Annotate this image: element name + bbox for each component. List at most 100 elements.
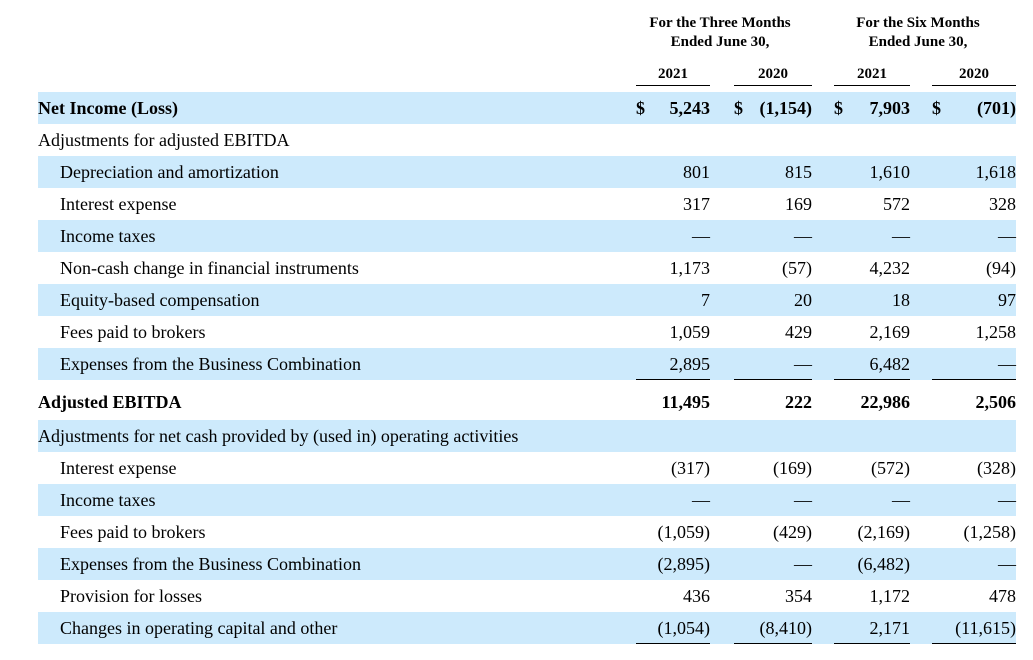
table-row: Adjustments for net cash provided by (us…: [0, 420, 1033, 452]
value-cell: 317: [636, 188, 710, 220]
cell-value: 815: [785, 161, 812, 182]
dollar-sign: $: [636, 97, 645, 118]
value-cell: —: [636, 484, 710, 516]
value-cell: 328: [932, 188, 1016, 220]
total-underline: [636, 379, 710, 380]
cell-value: 1,173: [669, 257, 711, 278]
cell-value: 2,895: [669, 353, 711, 374]
dollar-sign: $: [834, 97, 843, 118]
value-cell: 6,482: [834, 348, 910, 380]
cell-value: 20: [794, 289, 812, 310]
value-cell: —: [734, 484, 812, 516]
cell-value: —: [692, 489, 710, 510]
cell-value: 4,232: [869, 257, 911, 278]
value-cell: 436: [636, 580, 710, 612]
cell-value: —: [892, 225, 910, 246]
row-label: Income taxes: [60, 489, 156, 510]
row-label: Depreciation and amortization: [60, 161, 279, 182]
table-row: Income taxes — — — —: [0, 484, 1033, 516]
row-label: Net Income (Loss): [38, 97, 178, 118]
value-cell: 1,610: [834, 156, 911, 188]
header-year-label: 2021: [658, 66, 688, 82]
header-year: 2020: [932, 64, 1016, 86]
table-row: Adjustments for adjusted EBITDA: [0, 124, 1033, 156]
table-row: Changes in operating capital and other (1…: [0, 612, 1033, 644]
cell-value: 1,258: [975, 321, 1017, 342]
row-label: Expenses from the Business Combination: [60, 353, 361, 374]
header-year-label: 2020: [959, 66, 989, 82]
value-cell: (572): [834, 452, 910, 484]
value-cell: 572: [834, 188, 910, 220]
value-cell: 815: [734, 156, 812, 188]
cell-value: 2,169: [869, 321, 911, 342]
cell-value: 1,059: [669, 321, 711, 342]
row-label: Interest expense: [60, 457, 177, 478]
value-cell: [734, 124, 812, 156]
value-cell: $ (1,154): [734, 92, 812, 124]
value-cell: [636, 420, 710, 452]
cell-value: 2,506: [975, 391, 1017, 412]
cell-value: —: [998, 489, 1016, 510]
cell-value: 572: [883, 193, 910, 214]
value-cell: —: [834, 220, 910, 252]
cell-value: (1,154): [759, 97, 813, 118]
value-cell: 222: [734, 386, 812, 418]
total-underline: [834, 643, 910, 644]
header-year: 2020: [734, 64, 812, 86]
table-row: Adjusted EBITDA 11,495 222 22,986 2,506: [0, 386, 1033, 418]
header-group-line1: For the Six Months: [856, 15, 980, 31]
value-cell: —: [734, 220, 812, 252]
total-underline: [932, 643, 1016, 644]
value-cell: (1,059): [636, 516, 711, 548]
cell-value: 22,986: [860, 391, 911, 412]
value-cell: 2,895: [636, 348, 710, 380]
total-underline: [932, 379, 1016, 380]
value-cell: —: [834, 484, 910, 516]
total-underline: [734, 643, 812, 644]
cell-value: 97: [998, 289, 1016, 310]
table-row: Net Income (Loss) $5,243 $ (1,154) $7,903 $ (7…: [0, 92, 1033, 124]
value-cell: (169): [734, 452, 812, 484]
cell-value: 7,903: [869, 97, 911, 118]
value-cell: 11,495: [636, 386, 710, 418]
cell-value: (2,169): [857, 521, 911, 542]
cell-value: 801: [683, 161, 710, 182]
table-row: Equity-based compensation 7 20 18 97: [0, 284, 1033, 316]
value-cell: 2,506: [932, 386, 1017, 418]
value-cell: —: [932, 348, 1016, 380]
row-label: Equity-based compensation: [60, 289, 260, 310]
value-cell: $5,243: [636, 92, 710, 124]
table-row: Interest expense 317 169 572 328: [0, 188, 1033, 220]
value-cell: 2,169: [834, 316, 911, 348]
value-cell: 20: [734, 284, 812, 316]
cell-value: (11,615): [955, 617, 1016, 638]
cell-value: —: [794, 353, 812, 374]
value-cell: 7: [636, 284, 710, 316]
cell-value: 11,495: [661, 391, 710, 412]
cell-value: 1,610: [869, 161, 911, 182]
cell-value: —: [998, 225, 1016, 246]
cell-value: —: [692, 225, 710, 246]
table-row: Fees paid to brokers (1,059) (429) (2,169) (…: [0, 516, 1033, 548]
value-cell: (57): [734, 252, 812, 284]
cell-value: —: [794, 553, 812, 574]
cell-value: (94): [986, 257, 1016, 278]
cell-value: (169): [773, 457, 812, 478]
cell-value: (701): [977, 97, 1016, 118]
cell-value: 429: [785, 321, 812, 342]
cell-value: 1,172: [869, 585, 911, 606]
value-cell: 1,618: [932, 156, 1017, 188]
cell-value: 328: [989, 193, 1016, 214]
value-cell: 478: [932, 580, 1016, 612]
dollar-sign: $: [734, 97, 743, 118]
row-label: Changes in operating capital and other: [60, 617, 338, 638]
value-cell: $ (701): [932, 92, 1016, 124]
value-cell: 1,258: [932, 316, 1017, 348]
cell-value: (6,482): [857, 553, 911, 574]
value-cell: [734, 420, 812, 452]
value-cell: (1,258): [932, 516, 1017, 548]
cell-value: 2,171: [869, 617, 911, 638]
value-cell: —: [734, 348, 812, 380]
total-underline: [636, 643, 710, 644]
value-cell: (11,615): [932, 612, 1016, 644]
